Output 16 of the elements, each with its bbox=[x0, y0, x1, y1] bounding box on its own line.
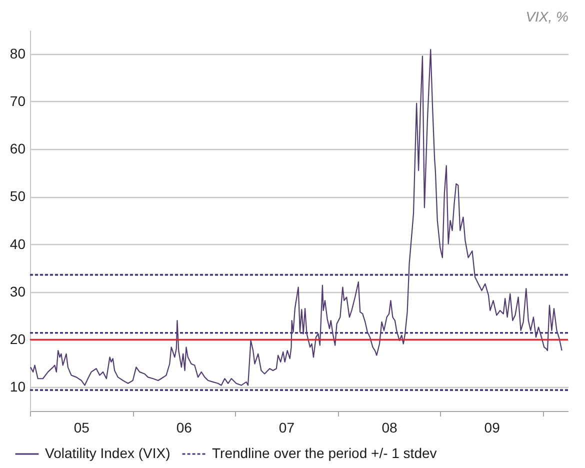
y-tick-label: 80 bbox=[10, 45, 26, 62]
y-tick-label: 30 bbox=[10, 283, 26, 300]
x-tick-label: 09 bbox=[484, 420, 500, 436]
x-tick-label: 07 bbox=[278, 420, 295, 436]
y-tick-label: 40 bbox=[10, 236, 26, 252]
x-tick-label: 08 bbox=[382, 420, 398, 436]
x-tick-label: 05 bbox=[74, 420, 90, 436]
y-tick-label: 60 bbox=[10, 140, 26, 157]
y-tick-label: 50 bbox=[10, 188, 26, 204]
y-tick-label: 10 bbox=[10, 378, 26, 395]
y-axis-title: VIX, % bbox=[526, 8, 568, 24]
y-tick-label: 20 bbox=[10, 331, 26, 348]
legend-label: Volatility Index (VIX) bbox=[45, 445, 170, 461]
legend-label: Trendline over the period +/- 1 stdev bbox=[212, 445, 437, 461]
x-tick-label: 06 bbox=[176, 420, 192, 436]
y-tick-label: 70 bbox=[10, 92, 26, 109]
